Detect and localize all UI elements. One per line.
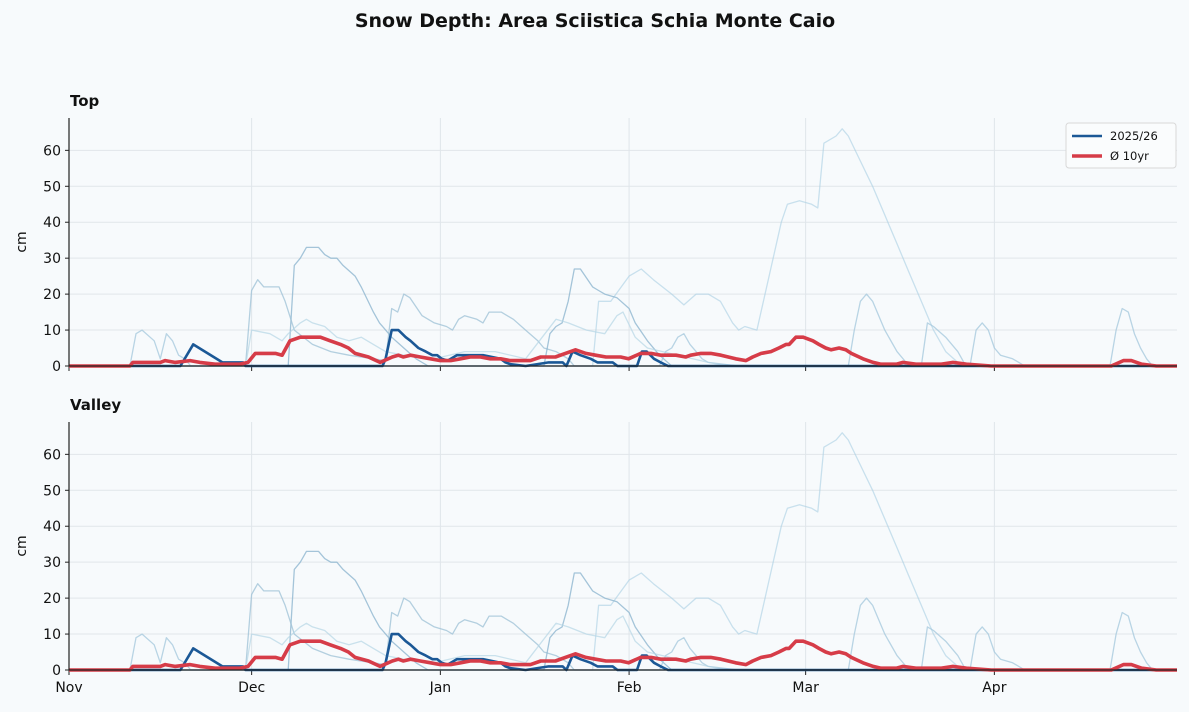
y-tick-label: 20 [43, 591, 61, 607]
x-tick-label: Jan [429, 680, 452, 696]
current-season-line [69, 328, 1177, 368]
panel-top: Top 0 10 20 30 40 50 60 cm [14, 92, 1177, 375]
ten-year-average-line [69, 335, 1177, 368]
history-season-line [69, 583, 1177, 671]
y-tick-label: 60 [43, 143, 61, 159]
panel-title: Valley [70, 396, 121, 414]
x-tick-label: Mar [792, 680, 819, 696]
x-tick-label: Dec [238, 680, 265, 696]
ten-year-average-line [69, 639, 1177, 672]
history-season-line [69, 268, 1177, 367]
panel-title: Top [70, 92, 100, 110]
y-tick-label: 40 [43, 519, 61, 535]
y-tick-label: 10 [43, 627, 61, 643]
history-season-line [69, 550, 1177, 671]
x-tick-label: Feb [617, 680, 642, 696]
y-tick-label: 0 [52, 663, 61, 679]
y-tick-label: 10 [43, 323, 61, 339]
history-season-line [69, 432, 1177, 671]
current-season-line [69, 632, 1177, 672]
history-season-line [69, 128, 1177, 367]
y-tick-label: 50 [43, 483, 61, 499]
y-axis-label: cm [14, 535, 30, 556]
history-season-line [69, 246, 1177, 367]
y-tick-label: 30 [43, 555, 61, 571]
legend: 2025/26 Ø 10yr [1065, 122, 1177, 169]
panel-valley: Valley 0 10 20 30 40 50 60 Nov Dec Jan Feb Mar Apr cm [14, 396, 1177, 696]
chart-title: Snow Depth: Area Sciistica Schia Monte C… [355, 10, 835, 32]
x-tick-label: Apr [982, 680, 1006, 696]
legend-label-average: Ø 10yr [1110, 149, 1149, 163]
y-axis-label: cm [14, 231, 30, 252]
y-tick-label: 30 [43, 251, 61, 267]
y-tick-label: 60 [43, 447, 61, 463]
x-tick-label: Nov [55, 680, 82, 696]
history-season-line [69, 279, 1177, 367]
y-tick-label: 0 [52, 359, 61, 375]
legend-label-current: 2025/26 [1110, 129, 1158, 143]
y-tick-label: 20 [43, 287, 61, 303]
y-tick-label: 40 [43, 215, 61, 231]
y-tick-label: 50 [43, 179, 61, 195]
history-season-line [69, 572, 1177, 671]
